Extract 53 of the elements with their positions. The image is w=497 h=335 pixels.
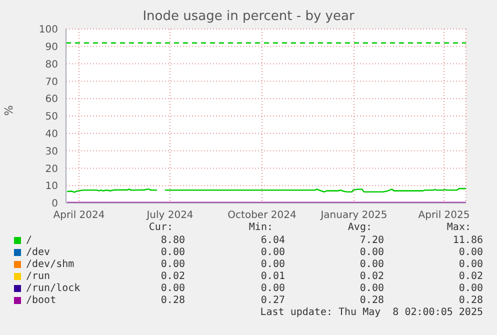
text: 0.00 [160,247,185,258]
text: 0.00 [260,283,285,294]
text: 8.80 [160,235,185,246]
text: 0.02 [360,271,384,282]
text: 0.00 [360,283,384,294]
text: 0.00 [458,283,483,294]
text: 7.20 [360,235,384,246]
legend-label: /boot [26,295,56,306]
text: Last update: Thu May 8 02:00:05 2025 [260,307,483,318]
text: 0.28 [360,295,384,306]
text: 0.27 [260,295,285,306]
y-tick-label: 0 [52,198,58,210]
text: 0.00 [260,259,285,270]
legend-label: /run [26,271,50,282]
text: 0.00 [160,259,185,270]
x-tick-label: April 2025 [418,210,470,222]
text: 0.28 [160,295,185,306]
y-tick-label: 40 [45,128,58,140]
text: 0.00 [458,247,483,258]
x-tick-label: October 2024 [228,210,296,222]
x-tick-label: January 2025 [320,210,388,222]
text: 0.00 [160,283,185,294]
text: Max: [446,222,471,233]
text: 0.00 [458,259,483,270]
y-tick-label: 50 [45,112,58,123]
text: 0.01 [260,271,285,282]
y-tick-label: 60 [45,94,58,106]
legend-label: / [26,235,32,246]
x-tick-label: July 2024 [146,210,194,222]
legend-label: /run/lock [26,283,80,294]
text: Cur: [148,222,173,233]
text: 0.02 [458,271,483,282]
y-tick-label: 100 [38,24,58,36]
legend-label: /dev [26,247,50,258]
x-tick-label: April 2024 [53,210,105,222]
y-tick-label: 70 [45,76,58,88]
y-tick-label: 30 [45,146,58,158]
text: 11.86 [452,235,483,246]
text: 0.00 [360,259,384,270]
y-axis-title: % [2,105,16,116]
text: 0.02 [160,271,185,282]
text: 0.00 [360,247,384,258]
y-tick-label: 90 [45,42,58,53]
text: Min: [248,222,273,233]
text: 6.04 [260,235,285,246]
text: 0.28 [458,295,483,306]
y-tick-label: 80 [45,59,58,70]
text: 0.00 [260,247,285,258]
text: Avg: [348,222,372,233]
chart-title: Inode usage in percent - by year [142,9,356,24]
y-tick-label: 20 [45,164,58,175]
legend-label: /dev/shm [26,259,74,270]
y-tick-label: 10 [45,181,58,192]
